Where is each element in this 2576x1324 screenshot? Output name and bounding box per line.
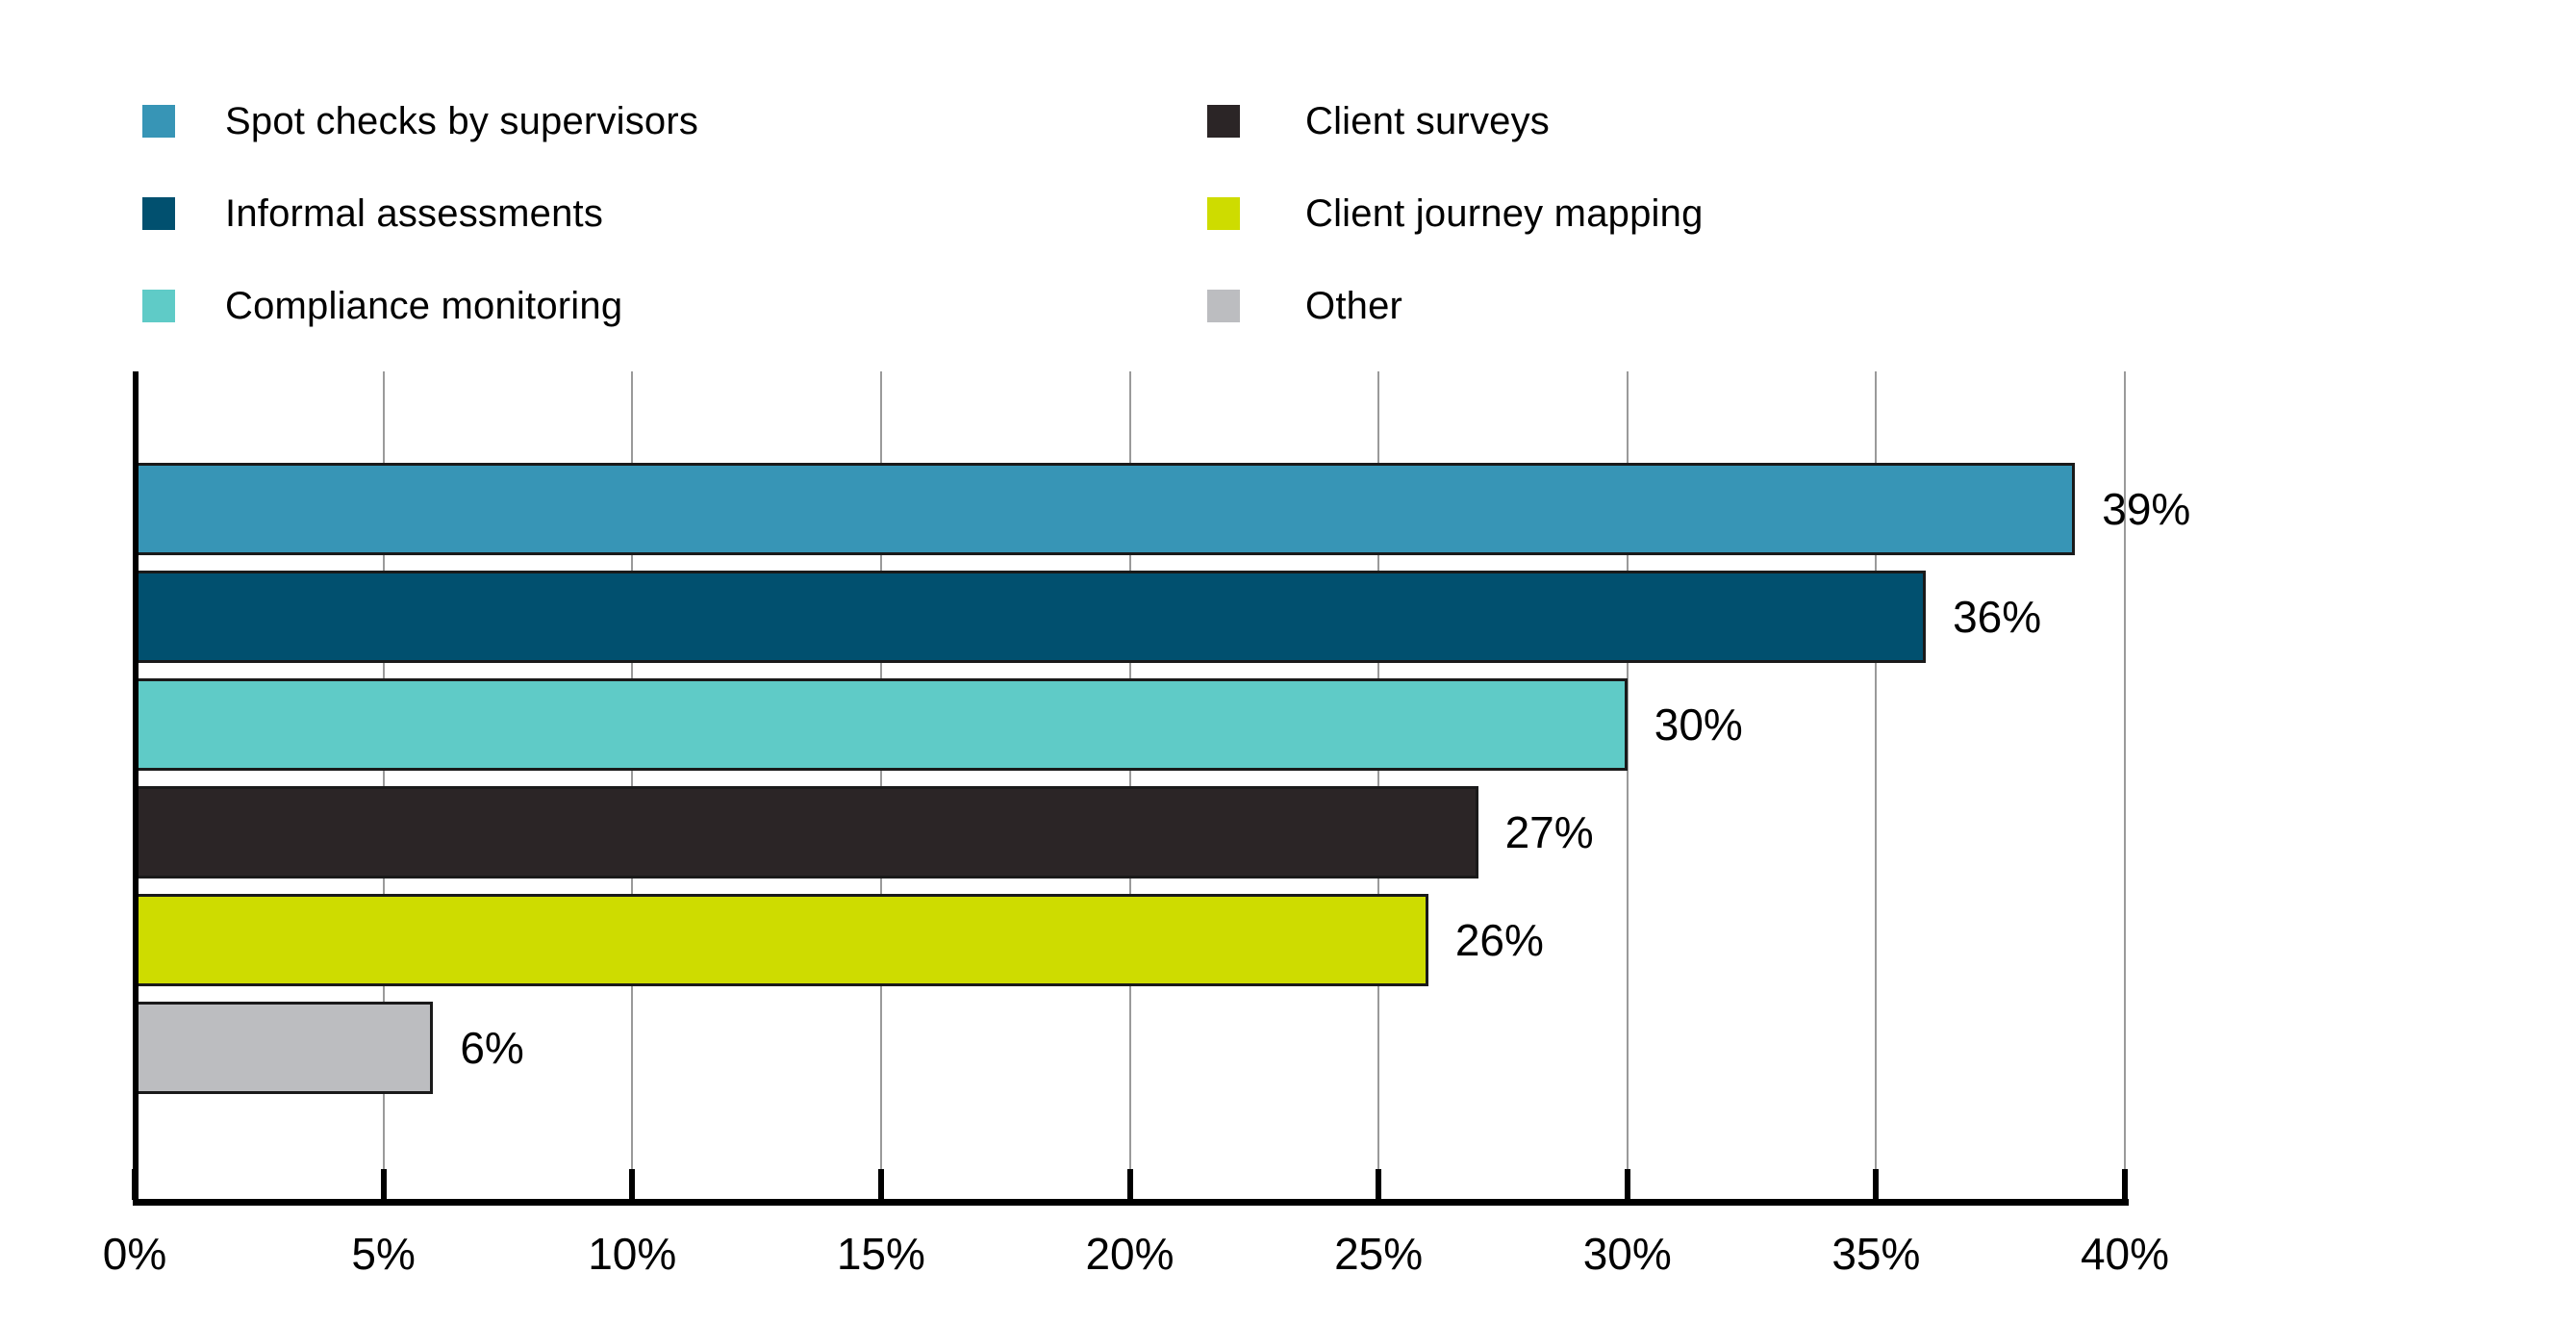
- x-tick-label: 25%: [1334, 1229, 1424, 1279]
- legend-swatch-other: [1207, 290, 1240, 322]
- bar-row: 27%: [135, 786, 2125, 878]
- bar-row: 26%: [135, 894, 2125, 986]
- bar[interactable]: [135, 894, 1428, 986]
- gridline-40%: [2124, 371, 2126, 1201]
- legend-label-compliance-monitoring: Compliance monitoring: [225, 285, 623, 327]
- legend-item-client-journey-mapping[interactable]: Client journey mapping: [1207, 167, 1704, 260]
- x-tick-label: 5%: [351, 1229, 416, 1279]
- gridline-35%: [1875, 371, 1878, 1201]
- bar-row: 30%: [135, 678, 2125, 771]
- bar-value-label: 30%: [1654, 700, 1743, 750]
- legend-swatch-spot-checks: [142, 105, 175, 138]
- legend-item-spot-checks[interactable]: Spot checks by supervisors: [142, 75, 698, 167]
- legend-item-other[interactable]: Other: [1207, 260, 1704, 352]
- x-tick-label: 30%: [1582, 1229, 1672, 1279]
- x-tick-label: 40%: [2080, 1229, 2170, 1279]
- bar[interactable]: [135, 678, 1628, 771]
- bar[interactable]: [135, 571, 1927, 663]
- bar-row: 39%: [135, 463, 2190, 555]
- bar[interactable]: [135, 786, 1478, 878]
- legend-column-left: Spot checks by supervisors Informal asse…: [142, 75, 698, 352]
- plot-area: 39% 36% 30% 27% 26% 6%: [135, 371, 2190, 1201]
- legend-swatch-compliance-monitoring: [142, 290, 175, 322]
- bar-value-label: 27%: [1504, 807, 1594, 857]
- legend-item-compliance-monitoring[interactable]: Compliance monitoring: [142, 260, 698, 352]
- legend-label-other: Other: [1305, 285, 1403, 327]
- bar-value-label: 26%: [1454, 915, 1544, 965]
- bar-value-label: 39%: [2102, 484, 2191, 534]
- legend-label-spot-checks: Spot checks by supervisors: [225, 100, 699, 142]
- bar-row: 6%: [135, 1002, 2125, 1094]
- tick-mark-10%: [629, 1169, 636, 1200]
- bar-row: 36%: [135, 571, 2125, 663]
- legend-column-right: Client surveys Client journey mapping Ot…: [1207, 75, 1704, 352]
- bar[interactable]: [135, 463, 2076, 555]
- tick-mark-35%: [1873, 1169, 1880, 1200]
- legend-label-client-surveys: Client surveys: [1305, 100, 1550, 142]
- x-tick-label: 20%: [1085, 1229, 1174, 1279]
- tick-mark-30%: [1624, 1169, 1630, 1200]
- x-axis-line: [133, 1199, 2129, 1206]
- legend-swatch-client-journey-mapping: [1207, 197, 1240, 230]
- legend-swatch-informal-assessments: [142, 197, 175, 230]
- bar-value-label: 36%: [1953, 592, 2042, 642]
- x-tick-label: 10%: [588, 1229, 677, 1279]
- chart-legend: Spot checks by supervisors Informal asse…: [0, 0, 2576, 346]
- legend-item-client-surveys[interactable]: Client surveys: [1207, 75, 1704, 167]
- legend-label-informal-assessments: Informal assessments: [225, 192, 604, 235]
- tick-mark-40%: [2122, 1169, 2128, 1200]
- y-axis-line: [133, 371, 139, 1201]
- legend-item-informal-assessments[interactable]: Informal assessments: [142, 167, 698, 260]
- tick-mark-25%: [1376, 1169, 1382, 1200]
- tick-mark-20%: [1126, 1169, 1133, 1200]
- tick-mark-15%: [877, 1169, 884, 1200]
- tick-mark-0%: [132, 1169, 138, 1200]
- x-tick-label: 35%: [1831, 1229, 1921, 1279]
- bar-value-label: 6%: [460, 1023, 524, 1073]
- x-tick-label: 0%: [102, 1229, 167, 1279]
- tick-mark-5%: [380, 1169, 387, 1200]
- legend-swatch-client-surveys: [1207, 105, 1240, 138]
- bar[interactable]: [135, 1002, 434, 1094]
- x-tick-label: 15%: [836, 1229, 925, 1279]
- gridline-30%: [1626, 371, 1629, 1201]
- legend-label-client-journey-mapping: Client journey mapping: [1305, 192, 1704, 235]
